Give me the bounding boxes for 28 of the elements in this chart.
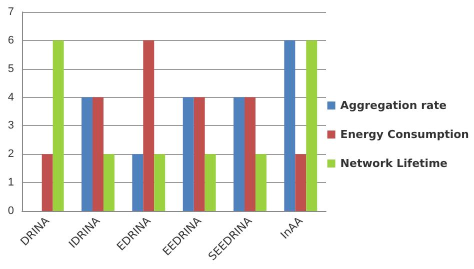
bar <box>204 154 216 211</box>
y-tick-label: 2 <box>8 148 14 160</box>
bar <box>92 97 104 211</box>
bar <box>52 40 64 211</box>
y-tick-label: 6 <box>8 34 14 46</box>
legend-label: Network Lifetime <box>340 157 448 170</box>
bar <box>234 97 245 211</box>
y-tick-label: 5 <box>8 62 14 75</box>
y-tick-label: 4 <box>8 91 14 104</box>
legend-label: Aggregation rate <box>340 99 447 112</box>
y-tick-label: 7 <box>8 6 14 18</box>
bar <box>132 154 144 211</box>
legend-label: Energy Consumption <box>340 128 470 141</box>
bar <box>255 154 266 211</box>
bar <box>154 154 166 211</box>
bar <box>295 154 306 211</box>
y-tick-label: 3 <box>8 120 14 132</box>
bar <box>103 154 114 211</box>
bar <box>143 40 154 211</box>
bar <box>194 97 205 211</box>
bar <box>244 97 256 211</box>
bar <box>306 40 318 211</box>
bar <box>182 97 194 211</box>
bar <box>42 154 53 211</box>
y-tick-label: 1 <box>8 176 14 189</box>
bar <box>284 40 296 211</box>
y-tick-label: 0 <box>8 205 14 217</box>
bar <box>82 97 93 211</box>
